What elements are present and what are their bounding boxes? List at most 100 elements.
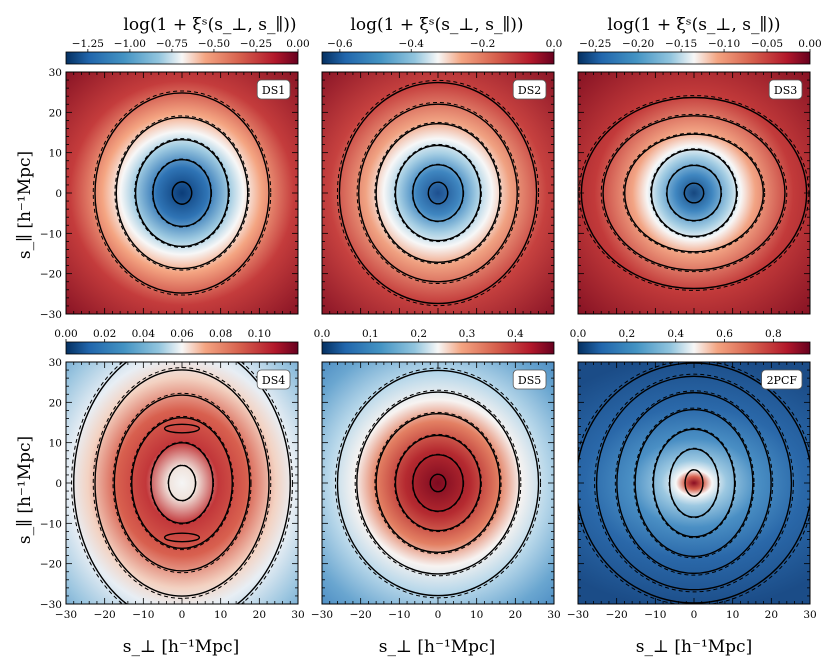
contour-dashed xyxy=(594,373,794,593)
x-tick-label: 10 xyxy=(726,609,739,621)
colorbar-ds1 xyxy=(65,51,299,65)
contour-dashed xyxy=(356,101,520,285)
panel-badge xyxy=(512,369,547,390)
contour-solid xyxy=(394,144,482,242)
contour-dashed xyxy=(633,407,755,559)
y-tick-label: −20 xyxy=(40,559,62,571)
x-tick-label: 20 xyxy=(765,609,778,621)
colorbar-tick-label: 0.2 xyxy=(410,328,427,340)
x-tick-label: 30 xyxy=(291,609,304,621)
contour-dashed xyxy=(394,433,482,533)
colorbar-tick-label: 0.6 xyxy=(716,328,733,340)
contour-solid xyxy=(634,408,754,558)
y-tick-label: 30 xyxy=(49,67,62,79)
panel-badge-label: DS3 xyxy=(774,84,797,97)
colorbar-ds3 xyxy=(577,51,811,65)
x-tick-label: 20 xyxy=(509,609,522,621)
contour-dashed xyxy=(130,415,234,551)
panel-ds4: 0.00 0.02 0.04 0.06 0.08 0.10 −30 −20 −10 0 10 20 30… xyxy=(40,328,305,621)
x-tick-label: 0 xyxy=(179,609,186,621)
heatmap-ds3 xyxy=(578,72,810,314)
heatmap-ds4 xyxy=(66,362,298,604)
contour-dashed xyxy=(92,90,272,296)
heatmap-fill xyxy=(322,362,554,604)
panel-badge-label: 2PCF xyxy=(767,374,798,387)
panels: −1.25 −1.00 −0.75 −0.50 −0.25 0.00−30−20−1001… xyxy=(40,38,822,621)
heatmap-fill xyxy=(66,362,298,604)
contour-solid xyxy=(131,416,233,550)
panel-badge xyxy=(256,369,291,390)
contour-dashed xyxy=(411,163,465,223)
contour-dashed xyxy=(429,473,447,493)
y-tick-label: 0 xyxy=(55,478,62,490)
y-axis-label-bottom: s_∥ [h⁻¹Mpc] xyxy=(15,436,35,544)
colorbar-tick-label: −0.15 xyxy=(665,38,697,50)
contour-solid xyxy=(73,362,291,604)
y-tick-label: −20 xyxy=(40,269,62,281)
contour-solid xyxy=(150,442,214,524)
colorbar-tick-label: −0.20 xyxy=(622,38,654,50)
contour-lobe xyxy=(163,423,201,434)
contour-solid xyxy=(616,391,772,575)
colorbar-tick-label: −0.4 xyxy=(398,38,424,50)
colorbar-tick-label: −0.10 xyxy=(708,38,740,50)
colorbar-tick-label: −0.25 xyxy=(579,38,611,50)
heatmap-2pcf xyxy=(578,362,810,604)
x-axis-label-3: s_⊥ [h⁻¹Mpc] xyxy=(636,637,752,657)
contour-solid xyxy=(94,369,270,597)
panel-ds5: 0.0 0.1 0.2 0.3 0.4 −30 −20 −10 0 10 20 30 DS5 xyxy=(311,328,561,621)
contour-dashed xyxy=(374,121,502,265)
x-axis-label-2: s_⊥ [h⁻¹Mpc] xyxy=(379,637,495,657)
contour-dashed xyxy=(600,113,788,273)
panel-ds1: −1.25 −1.00 −0.75 −0.50 −0.25 0.00 −30 −20 −10 0 1… xyxy=(40,38,310,321)
heatmap-ds5 xyxy=(322,362,554,604)
contour-dashed xyxy=(614,390,774,576)
cbar-title-ds3: log(1 + ξˢ(s_⊥, s_∥)) xyxy=(607,15,780,35)
colorbar-tick-label: 0.1 xyxy=(362,328,379,340)
panel-2pcf: 0.0 0.2 0.4 0.6 0.8 −30 −20 −10 0 10 20 30 2PCF xyxy=(567,328,817,621)
contour-solid xyxy=(412,164,464,222)
colorbar-tick-label: −0.2 xyxy=(470,38,496,50)
colorbar-tick-label: 0.02 xyxy=(93,328,116,340)
contour-solid xyxy=(336,369,540,597)
contour-dashed xyxy=(650,148,738,238)
contour-dashed xyxy=(151,158,213,228)
contour-solid xyxy=(375,123,501,263)
cbar-title-ds2: log(1 + ξˢ(s_⊥, s_∥)) xyxy=(350,15,523,35)
contour-solid xyxy=(650,148,738,238)
y-tick-label: −30 xyxy=(40,309,62,321)
contour-dashed xyxy=(167,464,197,502)
heatmap-fill xyxy=(322,72,554,314)
colorbar-tick-label: 0.8 xyxy=(765,328,782,340)
heatmap-ds1 xyxy=(66,72,298,314)
contour-dashed xyxy=(171,181,193,205)
colorbar-2pcf xyxy=(577,341,811,355)
contour-dashed xyxy=(622,132,766,254)
contour-solid xyxy=(666,164,722,222)
x-tick-label: 0 xyxy=(691,609,698,621)
contour-solid xyxy=(595,375,793,591)
contour-solid xyxy=(602,115,786,271)
contour-dashed xyxy=(668,447,720,519)
x-tick-label: −30 xyxy=(311,609,333,621)
colorbar-tick-label: 0.3 xyxy=(459,328,476,340)
panel-badge xyxy=(761,369,803,390)
contour-lobe xyxy=(163,532,201,543)
x-tick-label: 30 xyxy=(803,609,816,621)
heatmap-fill xyxy=(66,72,298,314)
colorbar-tick-label: −0.50 xyxy=(198,38,230,50)
colorbar-ds2 xyxy=(321,51,555,65)
colorbar-tick-label: 0.4 xyxy=(667,328,684,340)
colorbar-tick-label: 0.00 xyxy=(54,328,77,340)
panel-badge-label: DS5 xyxy=(518,374,541,387)
y-tick-label: −30 xyxy=(40,599,62,611)
panel-badge-label: DS2 xyxy=(518,84,541,97)
panel-ds3: −0.25 −0.20 −0.15 −0.10 −0.05 0.00 DS3 xyxy=(577,38,822,315)
colorbar-tick-label: 0.00 xyxy=(798,38,821,50)
y-tick-label: −10 xyxy=(40,228,62,240)
contour-dashed xyxy=(411,453,465,513)
contour-dashed xyxy=(92,367,272,599)
contour-dashed xyxy=(114,115,250,271)
contour-solid xyxy=(356,391,520,575)
x-tick-label: 30 xyxy=(547,609,560,621)
